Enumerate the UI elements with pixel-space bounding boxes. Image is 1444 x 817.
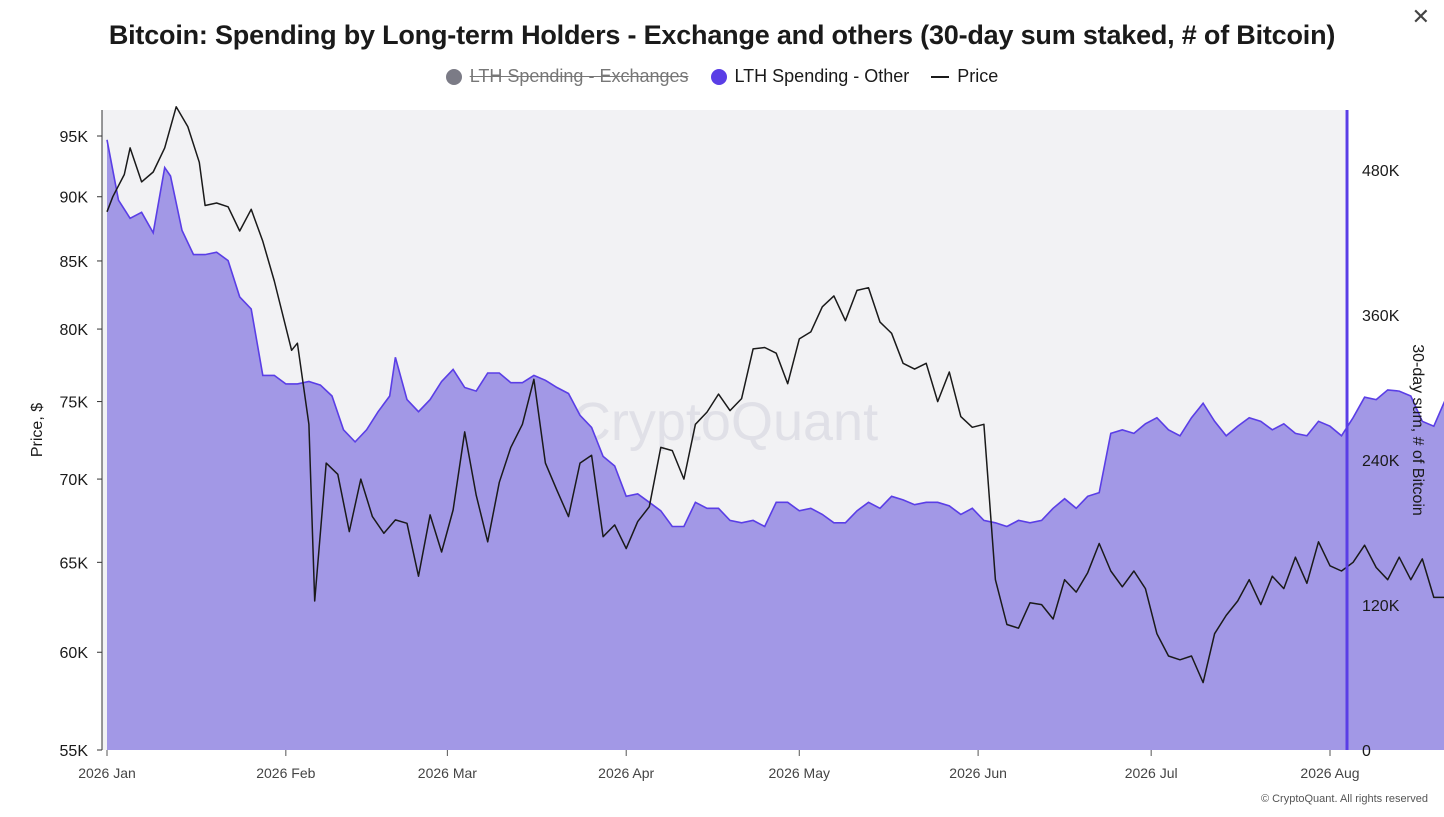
- right-axis-label: 30-day sum, # of Bitcoin: [1409, 344, 1426, 516]
- legend-label-other: LTH Spending - Other: [734, 66, 910, 86]
- right-tick-label: 0: [1362, 743, 1371, 760]
- left-tick-label: 80K: [60, 322, 89, 339]
- x-tick-label: 2026 May: [769, 765, 830, 781]
- x-tick-label: 2026 Apr: [598, 765, 654, 781]
- series-line-lth-other: [106, 139, 1444, 528]
- x-tick-label: 2026 Jul: [1125, 765, 1178, 781]
- left-tick-label: 75K: [60, 395, 89, 412]
- right-tick-label: 360K: [1362, 308, 1400, 325]
- legend-label-price: Price: [957, 66, 999, 86]
- x-tick-label: 2026 Mar: [418, 765, 477, 781]
- legend-dot-icon: [445, 68, 462, 85]
- legend-item-other[interactable]: LTH Spending - Other: [710, 66, 910, 87]
- x-tick-label: 2026 Feb: [256, 765, 315, 781]
- chart-title: Bitcoin: Spending by Long-term Holders -…: [108, 20, 1336, 50]
- left-tick-label: 95K: [60, 129, 89, 146]
- legend-dot-icon: [710, 68, 727, 85]
- left-axis-label: Price, $: [29, 403, 46, 457]
- series-line-price: [106, 106, 1444, 684]
- x-tick-label: 2026 Jan: [78, 765, 136, 781]
- close-icon[interactable]: ✕: [1411, 4, 1430, 29]
- x-tick-label: 2026 Jun: [949, 765, 1007, 781]
- right-tick-label: 120K: [1362, 598, 1400, 615]
- area-fill-lth-other: [107, 139, 1444, 750]
- x-tick-label: 2026 Aug: [1300, 765, 1359, 781]
- legend-item-exchanges[interactable]: LTH Spending - Exchanges: [445, 66, 689, 87]
- legend-line-icon: [931, 75, 950, 78]
- left-tick-label: 90K: [60, 190, 89, 207]
- legend-item-price[interactable]: Price: [931, 66, 998, 87]
- legend: LTH Spending - Exchanges LTH Spending - …: [0, 66, 1444, 87]
- watermark: CryptoQuant: [572, 392, 878, 452]
- copyright-footer: © CryptoQuant. All rights reserved: [1260, 793, 1428, 805]
- left-tick-label: 60K: [60, 645, 89, 662]
- left-tick-label: 65K: [60, 555, 89, 572]
- right-tick-label: 240K: [1362, 453, 1400, 470]
- legend-label-exchanges: LTH Spending - Exchanges: [469, 66, 689, 86]
- left-tick-label: 85K: [60, 254, 89, 271]
- right-tick-label: 480K: [1362, 163, 1400, 180]
- left-tick-label: 70K: [60, 472, 89, 489]
- left-tick-label: 55K: [60, 743, 89, 760]
